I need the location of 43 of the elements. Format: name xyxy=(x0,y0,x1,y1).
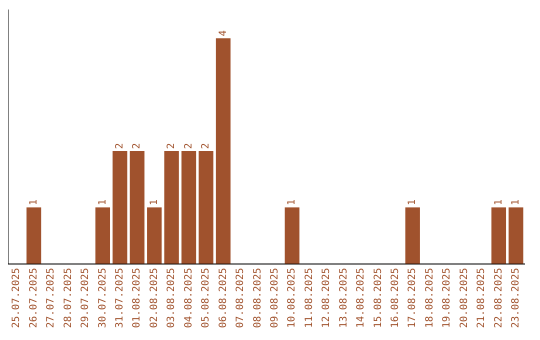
x-tick-label: 19.08.2025 xyxy=(442,268,453,328)
x-tick-label: 28.07.2025 xyxy=(62,268,74,328)
x-tick-label: 12.08.2025 xyxy=(321,268,332,328)
data-label: 1 xyxy=(286,199,298,206)
data-label: 1 xyxy=(97,199,108,206)
data-label: 1 xyxy=(407,199,418,206)
x-tick-label: 09.08.2025 xyxy=(269,268,280,328)
x-tick-label: 07.08.2025 xyxy=(235,268,246,328)
data-label: 2 xyxy=(132,142,143,149)
data-label: 1 xyxy=(28,199,40,206)
x-tick-label: 18.08.2025 xyxy=(424,268,436,328)
x-tick-label: 14.08.2025 xyxy=(356,268,367,328)
data-label: 2 xyxy=(183,142,194,149)
x-tick-label: 13.08.2025 xyxy=(338,268,350,328)
x-tick-label: 08.08.2025 xyxy=(252,268,264,328)
x-tick-label: 05.08.2025 xyxy=(200,268,212,328)
x-tick-label: 23.08.2025 xyxy=(510,268,522,328)
x-tick-label: 30.07.2025 xyxy=(97,268,108,328)
data-label: 1 xyxy=(510,199,522,206)
x-tick-label: 31.07.2025 xyxy=(114,268,126,328)
x-tick-label: 22.08.2025 xyxy=(493,268,504,328)
x-tick-label: 16.08.2025 xyxy=(390,268,401,328)
x-tick-label: 25.07.2025 xyxy=(11,268,22,328)
data-label: 1 xyxy=(148,199,160,206)
x-tick-label: 20.08.2025 xyxy=(458,268,470,328)
x-tick-label: 15.08.2025 xyxy=(372,268,384,328)
data-label: 4 xyxy=(218,30,229,36)
x-tick-label: 17.08.2025 xyxy=(407,268,418,328)
x-tick-label: 11.08.2025 xyxy=(304,268,315,328)
x-tick-label: 01.08.2025 xyxy=(132,268,143,328)
x-tick-label: 06.08.2025 xyxy=(218,268,229,328)
x-tick-label: 04.08.2025 xyxy=(183,268,194,328)
x-tick-label: 27.07.2025 xyxy=(46,268,57,328)
x-tick-label: 02.08.2025 xyxy=(148,268,160,328)
x-tick-label: 26.07.2025 xyxy=(28,268,40,328)
x-tick-label: 03.08.2025 xyxy=(166,268,178,328)
x-tick-label: 21.08.2025 xyxy=(476,268,488,328)
data-label: 2 xyxy=(166,142,178,149)
x-tick-label: 29.07.2025 xyxy=(80,268,92,328)
x-tick-label: 10.08.2025 xyxy=(286,268,298,328)
data-label: 2 xyxy=(114,142,126,149)
data-label: 1 xyxy=(493,199,504,206)
data-label: 2 xyxy=(200,142,212,149)
